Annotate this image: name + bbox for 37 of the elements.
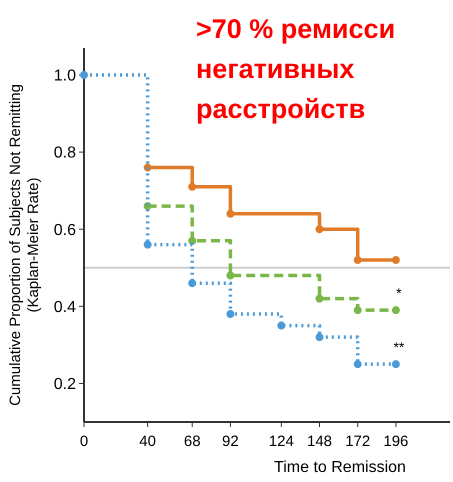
x-tick-label: 68: [184, 433, 201, 450]
x-tick-label: 0: [80, 433, 88, 450]
point: [316, 294, 324, 303]
x-tick-label: 124: [268, 433, 294, 450]
point: [144, 240, 152, 249]
y-tick-label: 0.2: [54, 376, 76, 394]
annotation: негативных: [196, 54, 354, 84]
text: >70 % ремисси: [196, 14, 396, 44]
x-tick-label: 148: [306, 433, 332, 450]
point: [188, 279, 196, 288]
point: [354, 360, 362, 368]
x-tick-label: 172: [345, 433, 370, 450]
point: [354, 306, 362, 314]
point: [226, 210, 234, 218]
y-tick-label: 1.0: [54, 68, 76, 85]
point: [316, 333, 324, 342]
y-tick-label: 0.6: [54, 222, 76, 239]
point: [354, 256, 362, 264]
y-tick-label: 0.4: [54, 298, 76, 316]
point: [226, 271, 234, 280]
x-tick-label: 196: [383, 433, 408, 450]
point: [392, 360, 400, 368]
point: [80, 70, 88, 79]
y-axis-title: Cumulative Proportion of Subjects Not Remitting (Kaplan-Meier Rate): [7, 84, 42, 406]
annotation: *: [396, 285, 402, 302]
x-tick-label: 92: [222, 433, 239, 450]
point: [392, 306, 400, 314]
annotation: расстройств: [196, 94, 366, 124]
point: [188, 182, 196, 191]
point: [316, 225, 324, 234]
annotation: **: [393, 339, 405, 356]
point: [392, 256, 400, 264]
y-tick-label: 0.8: [54, 144, 76, 162]
x-axis-title: Time to Remission: [274, 459, 406, 476]
x-tick-label: 40: [139, 433, 156, 450]
point: [226, 310, 234, 318]
point: [277, 322, 286, 330]
